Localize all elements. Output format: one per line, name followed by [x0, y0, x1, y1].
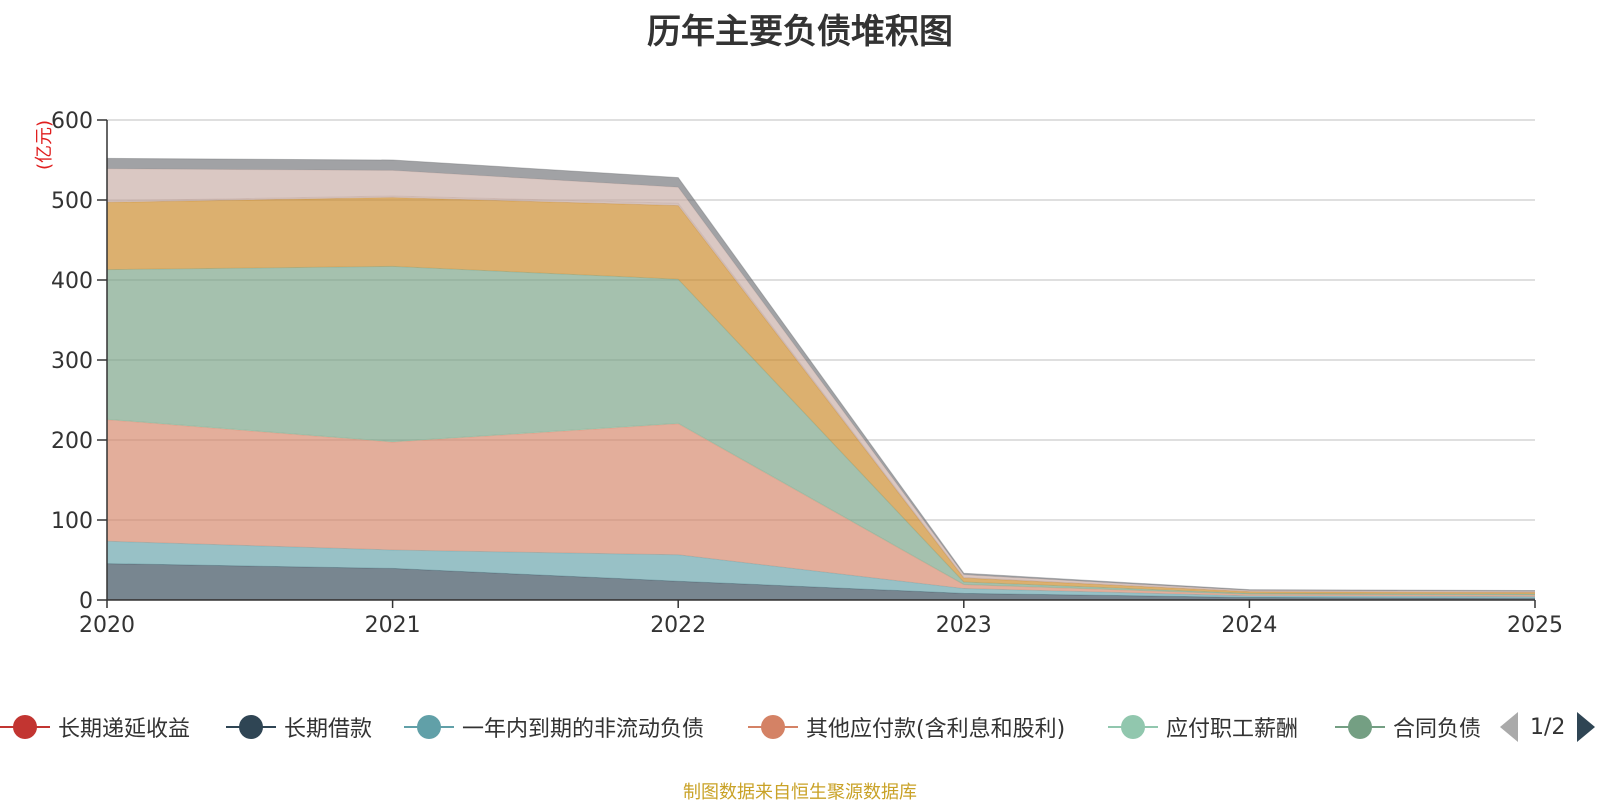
legend: 长期递延收益 长期借款 一年内到期的非流动负债 其他应付款(含利息和股利) 应付职工薪酬…: [0, 707, 1600, 747]
legend-prev-icon[interactable]: [1500, 712, 1518, 742]
legend-item[interactable]: 长期递延收益: [0, 707, 190, 747]
legend-items: 长期递延收益 长期借款 一年内到期的非流动负债 其他应付款(含利息和股利) 应付职工薪酬…: [0, 707, 1480, 747]
legend-item[interactable]: 合同负债: [1335, 707, 1480, 747]
legend-marker-icon: [748, 714, 798, 740]
legend-item[interactable]: 其他应付款(含利息和股利): [748, 707, 1065, 747]
y-tick-label: 300: [51, 349, 93, 374]
x-tick-label: 2021: [365, 613, 421, 638]
legend-marker-icon: [1335, 714, 1385, 740]
y-tick-label: 500: [51, 189, 93, 214]
legend-marker-icon: [404, 714, 454, 740]
y-tick-label: 100: [51, 509, 93, 534]
y-tick-label: 400: [51, 269, 93, 294]
area-series[interactable]: [107, 158, 1535, 600]
y-tick-label: 0: [79, 589, 93, 614]
legend-marker-icon: [0, 714, 50, 740]
legend-pager: 1/2: [1500, 707, 1595, 747]
legend-page-indicator: 1/2: [1530, 715, 1565, 740]
legend-item[interactable]: 长期借款: [226, 707, 372, 747]
legend-label: 应付职工薪酬: [1166, 711, 1298, 743]
source-note: 制图数据来自恒生聚源数据库: [0, 778, 1600, 804]
x-tick-label: 2025: [1507, 613, 1563, 638]
legend-marker-icon: [1108, 714, 1158, 740]
legend-label: 长期借款: [284, 711, 372, 743]
x-tick-label: 2022: [650, 613, 706, 638]
legend-label: 一年内到期的非流动负债: [462, 711, 704, 743]
legend-marker-icon: [226, 714, 276, 740]
y-axis-unit-label: (亿元): [34, 120, 55, 170]
x-tick-label: 2023: [936, 613, 992, 638]
legend-label: 其他应付款(含利息和股利): [806, 711, 1065, 743]
y-tick-label: 200: [51, 429, 93, 454]
x-tick-label: 2020: [79, 613, 135, 638]
legend-item[interactable]: 应付职工薪酬: [1108, 707, 1298, 747]
chart-plot: 0 100 200 300 400 500 600 2020 2021 2022 2023 2024 2…: [0, 0, 1600, 700]
x-tick-label: 2024: [1221, 613, 1277, 638]
y-tick-label: 600: [51, 109, 93, 134]
legend-item[interactable]: 一年内到期的非流动负债: [404, 707, 704, 747]
legend-next-icon[interactable]: [1577, 712, 1595, 742]
legend-label: 长期递延收益: [58, 711, 190, 743]
legend-label: 合同负债: [1393, 711, 1480, 743]
